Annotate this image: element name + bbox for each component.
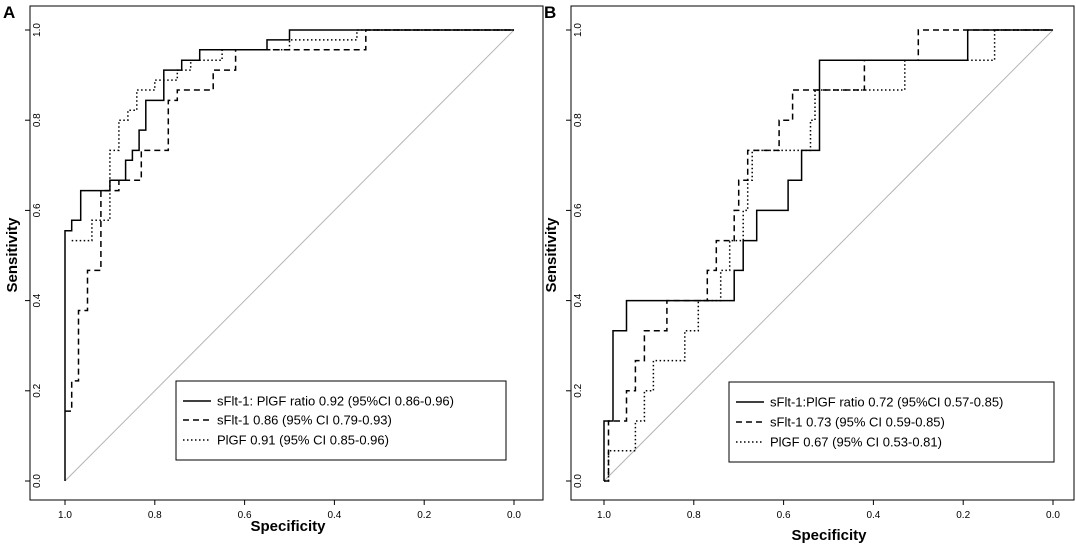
plot-frame-b bbox=[570, 5, 1075, 501]
series-layer-b bbox=[603, 29, 1053, 482]
legend-label-plgf-b: PlGF 0.67 (95% CI 0.53-0.81) bbox=[770, 435, 942, 450]
y-tick-label: 0.2 bbox=[32, 383, 43, 397]
roc-curve-dashed-a bbox=[65, 29, 514, 412]
y-tick-label: 0.4 bbox=[32, 293, 43, 307]
y-tick-label: 0.0 bbox=[573, 474, 584, 488]
y-tick-label: 1.0 bbox=[32, 23, 43, 37]
legend-label-ratio-b: sFlt-1:PlGF ratio 0.72 (95%CI 0.57-0.85) bbox=[770, 395, 1003, 410]
y-axis-title-a: Sensitivity bbox=[4, 217, 21, 293]
x-tick-label: 0.8 bbox=[148, 510, 162, 521]
x-tick-label: 0.2 bbox=[417, 510, 431, 521]
tick-layer-a: 1.0 0.8 0.6 0.4 0.2 0.0 0.0 0.2 0.4 0.6 0.8 1.0 bbox=[25, 23, 521, 521]
y-tick-label: 0.2 bbox=[573, 383, 584, 397]
legend-box-a bbox=[175, 380, 507, 461]
legend-b: sFlt-1:PlGF ratio 0.72 (95%CI 0.57-0.85)… bbox=[728, 381, 1055, 463]
y-tick-label: 0.4 bbox=[573, 293, 584, 307]
plot-frame-a bbox=[29, 5, 544, 501]
legend-box-b bbox=[728, 381, 1055, 463]
reference-diagonal-b bbox=[603, 29, 1054, 482]
series-layer-a bbox=[64, 29, 514, 481]
x-tick-label: 0.6 bbox=[777, 510, 791, 521]
y-axis-title-b: Sensitivity bbox=[543, 217, 560, 293]
legend-label-sflt-a: sFlt-1 0.86 (95% CI 0.79-0.93) bbox=[217, 413, 392, 428]
legend-label-plgf-a: PlGF 0.91 (95% CI 0.85-0.96) bbox=[217, 433, 389, 448]
x-tick-label: 0.4 bbox=[866, 510, 880, 521]
x-axis-title-b: Specificity bbox=[791, 527, 867, 544]
x-tick-label: 0.4 bbox=[327, 510, 341, 521]
legend-a: sFlt-1: PlGF ratio 0.92 (95%CI 0.86-0.96… bbox=[175, 380, 507, 461]
roc-curve-dotted-b bbox=[604, 29, 1053, 482]
x-tick-label: 0.8 bbox=[687, 510, 701, 521]
roc-curve-solid-b bbox=[603, 29, 1053, 481]
x-tick-label: 0.2 bbox=[956, 510, 970, 521]
x-axis-title-a: Specificity bbox=[250, 518, 326, 535]
x-tick-label: 1.0 bbox=[597, 510, 611, 521]
x-tick-label: 0.0 bbox=[507, 510, 521, 521]
y-tick-label: 0.0 bbox=[32, 474, 43, 488]
panel-letter-b: B bbox=[544, 3, 556, 22]
reference-diagonal-a bbox=[64, 29, 515, 482]
roc-curve-dotted-a bbox=[71, 29, 514, 242]
roc-curve-dashed-b bbox=[604, 29, 1053, 482]
y-tick-label: 0.6 bbox=[32, 203, 43, 217]
y-tick-label: 0.8 bbox=[32, 113, 43, 127]
panel-a: A 1.0 0.8 0.6 0.4 0.2 0.0 0.0 0.2 0.4 0.6 0.8 1.0 S… bbox=[3, 3, 544, 535]
legend-label-sflt-b: sFlt-1 0.73 (95% CI 0.59-0.85) bbox=[770, 415, 945, 430]
y-tick-label: 1.0 bbox=[573, 23, 584, 37]
y-tick-label: 0.6 bbox=[573, 203, 584, 217]
legend-label-ratio-a: sFlt-1: PlGF ratio 0.92 (95%CI 0.86-0.96… bbox=[217, 394, 454, 409]
panel-letter-a: A bbox=[3, 3, 15, 22]
y-tick-label: 0.8 bbox=[573, 113, 584, 127]
x-tick-label: 0.6 bbox=[238, 510, 252, 521]
x-tick-label: 1.0 bbox=[58, 510, 72, 521]
tick-layer-b: 1.0 0.8 0.6 0.4 0.2 0.0 0.0 0.2 0.4 0.6 0.8 1.0 bbox=[566, 23, 1060, 521]
panel-b: B 1.0 0.8 0.6 0.4 0.2 0.0 0.0 0.2 0.4 0.6 0.8 1.0 S… bbox=[543, 3, 1075, 544]
x-tick-label: 0.0 bbox=[1046, 510, 1060, 521]
